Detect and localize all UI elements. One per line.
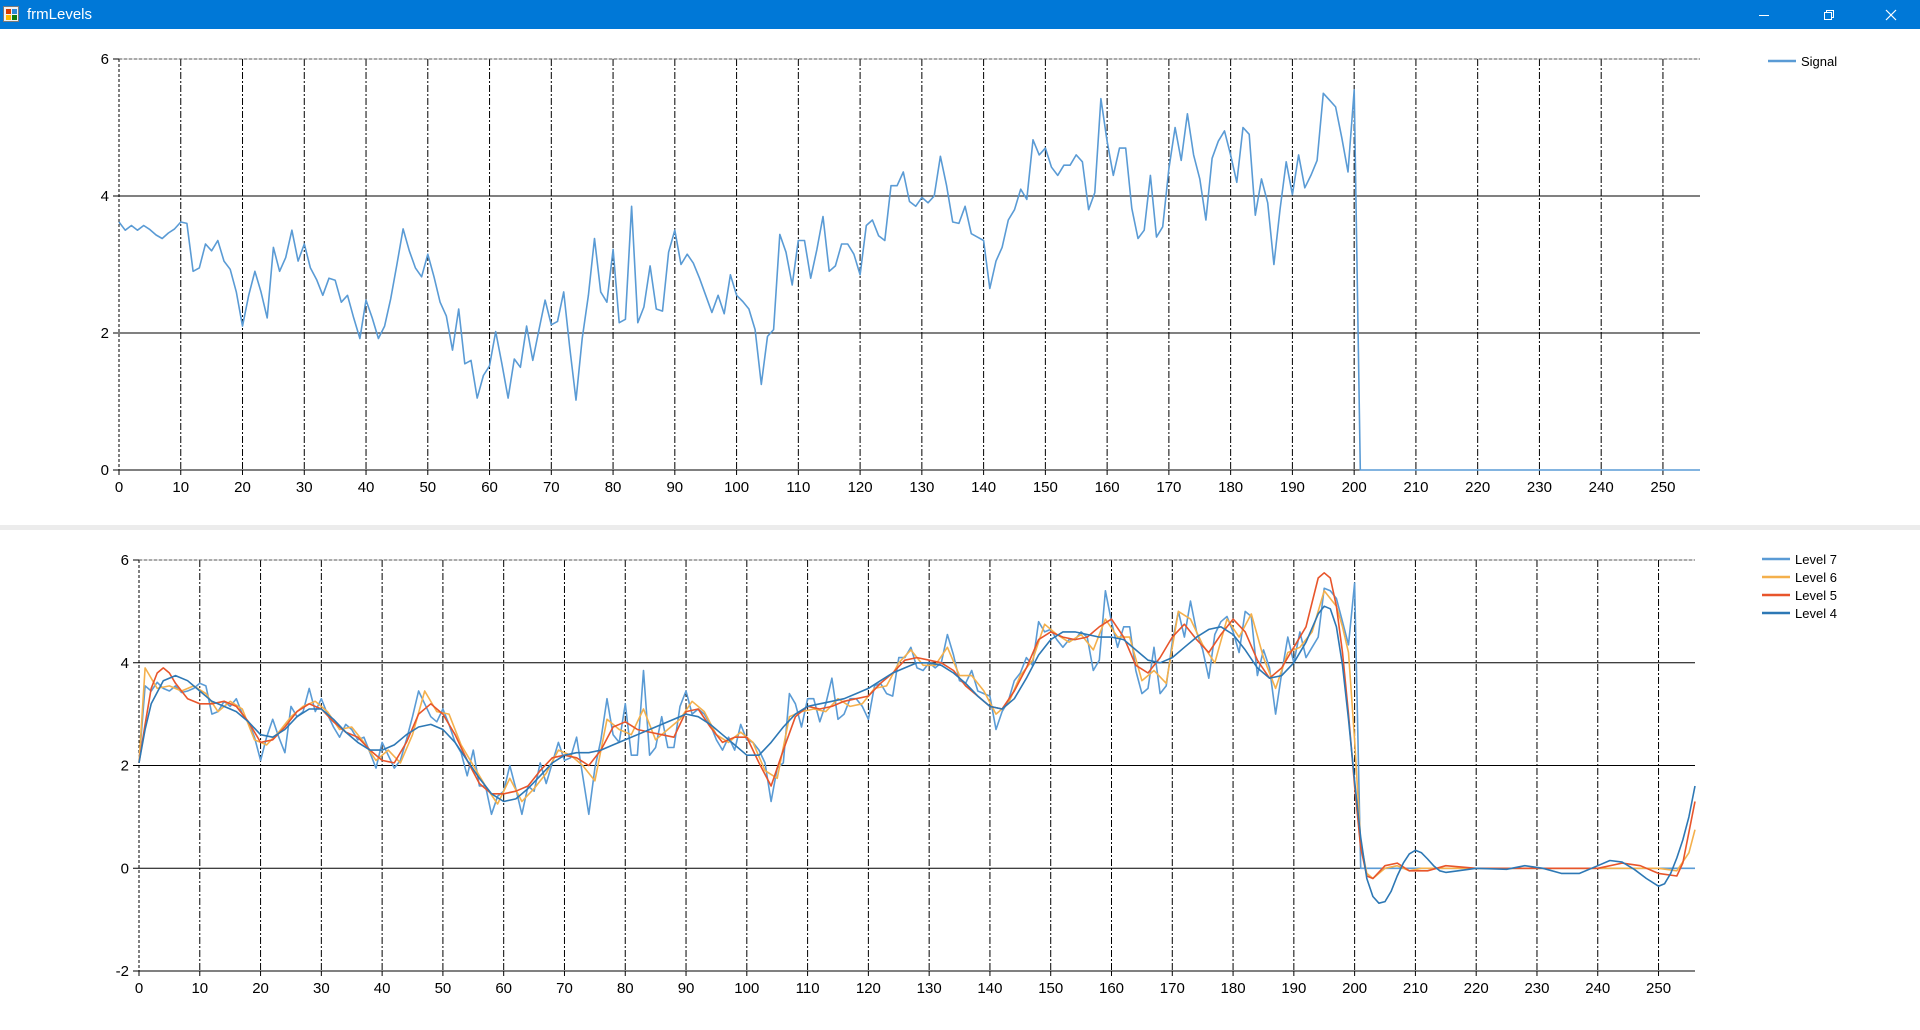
series-line-level-7 — [138, 582, 1695, 870]
x-tick-label: 150 — [1038, 980, 1063, 997]
x-tick-label: 0 — [135, 980, 143, 997]
x-tick-label: 240 — [1589, 479, 1614, 496]
x-tick-label: 210 — [1403, 980, 1428, 997]
x-tick-label: 170 — [1160, 980, 1185, 997]
restore-icon — [1824, 9, 1834, 20]
x-tick-label: 110 — [786, 479, 810, 496]
x-tick-label: 130 — [909, 479, 934, 496]
x-tick-label: 220 — [1464, 980, 1489, 997]
series-line-level-6 — [138, 589, 1696, 880]
x-tick-label: 190 — [1280, 479, 1305, 496]
legend-label: Signal — [1801, 54, 1837, 69]
x-tick-label: 130 — [917, 980, 942, 997]
x-tick-label: 80 — [605, 479, 622, 496]
x-tick-label: 0 — [115, 479, 123, 496]
x-tick-label: 120 — [856, 980, 881, 997]
x-tick-label: 160 — [1095, 479, 1120, 496]
x-tick-label: 100 — [724, 479, 749, 496]
x-tick-label: 160 — [1099, 980, 1124, 997]
window-title: frmLevels — [27, 6, 93, 23]
x-tick-label: 60 — [481, 479, 498, 496]
splitter[interactable] — [0, 525, 1920, 530]
x-tick-label: 200 — [1342, 980, 1367, 997]
close-icon — [1885, 9, 1897, 20]
x-tick-label: 240 — [1585, 980, 1610, 997]
x-tick-label: 210 — [1403, 479, 1428, 496]
legend-label: Level 5 — [1795, 588, 1837, 603]
y-tick-label: 2 — [101, 325, 109, 342]
series-line-signal — [118, 88, 1700, 471]
x-tick-label: 170 — [1156, 479, 1181, 496]
y-tick-label: 0 — [101, 462, 109, 479]
x-tick-label: 230 — [1527, 479, 1552, 496]
legend-label: Level 7 — [1795, 552, 1837, 567]
x-tick-label: 150 — [1033, 479, 1058, 496]
x-tick-label: 250 — [1650, 479, 1675, 496]
x-tick-label: 20 — [234, 479, 251, 496]
y-tick-label: 0 — [121, 860, 129, 877]
x-tick-label: 200 — [1342, 479, 1367, 496]
series-line-level-5 — [138, 571, 1696, 880]
x-tick-label: 120 — [848, 479, 873, 496]
x-tick-label: 50 — [435, 980, 452, 997]
series-line-level-4 — [138, 605, 1696, 905]
app-icon — [3, 6, 19, 22]
x-tick-label: 30 — [313, 980, 330, 997]
x-tick-label: 80 — [617, 980, 634, 997]
x-tick-label: 10 — [191, 980, 208, 997]
minimize-icon — [1759, 14, 1769, 16]
x-tick-label: 30 — [296, 479, 313, 496]
x-tick-label: 40 — [374, 980, 391, 997]
x-tick-label: 140 — [977, 980, 1002, 997]
x-tick-label: 90 — [666, 479, 683, 496]
x-tick-label: 220 — [1465, 479, 1490, 496]
x-tick-label: 250 — [1646, 980, 1671, 997]
x-tick-label: 70 — [543, 479, 560, 496]
y-tick-label: 2 — [121, 758, 129, 775]
x-tick-label: 10 — [172, 479, 189, 496]
x-tick-label: 230 — [1524, 980, 1549, 997]
y-tick-label: 4 — [101, 188, 109, 205]
x-tick-label: 190 — [1281, 980, 1306, 997]
x-tick-label: 60 — [495, 980, 512, 997]
x-tick-label: 70 — [556, 980, 573, 997]
x-tick-label: 140 — [971, 479, 996, 496]
minimize-button[interactable] — [1735, 0, 1793, 29]
x-tick-label: 180 — [1221, 980, 1246, 997]
close-button[interactable] — [1862, 0, 1920, 29]
x-tick-label: 90 — [678, 980, 695, 997]
x-tick-label: 100 — [734, 980, 759, 997]
y-tick-label: 6 — [121, 552, 129, 569]
x-tick-label: 20 — [252, 980, 269, 997]
x-tick-label: 180 — [1218, 479, 1243, 496]
legend-label: Level 4 — [1795, 606, 1837, 621]
legend-label: Level 6 — [1795, 570, 1837, 585]
restore-button[interactable] — [1800, 0, 1858, 29]
x-tick-label: 50 — [419, 479, 436, 496]
x-tick-label: 110 — [796, 980, 820, 997]
x-tick-label: 40 — [358, 479, 375, 496]
title-bar[interactable]: frmLevels — [0, 0, 1920, 29]
y-tick-label: -2 — [116, 963, 129, 980]
y-tick-label: 4 — [121, 655, 129, 672]
y-tick-label: 6 — [101, 51, 109, 68]
